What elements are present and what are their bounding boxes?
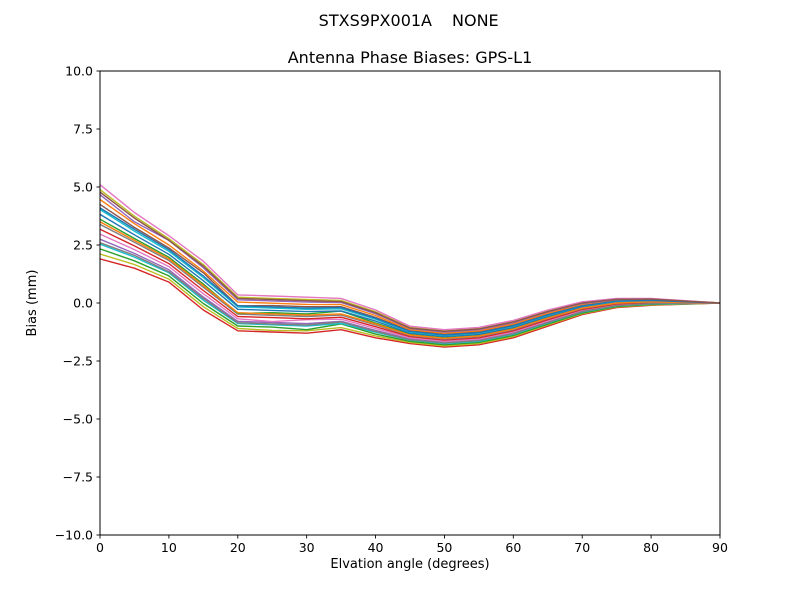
x-tick-label: 0: [96, 540, 104, 555]
y-tick-label: 10.0: [65, 63, 93, 78]
x-tick-label: 90: [712, 540, 728, 555]
y-tick-label: −2.5: [63, 353, 93, 368]
axis-ticks: 0 10 20 30 40 50 60 70 80 90 10.0 7.5 5.0 2.5 0.0 −2.5 −…: [55, 63, 728, 555]
y-tick-label: 5.0: [73, 179, 93, 194]
y-axis-label: Bias (mm): [25, 270, 40, 337]
axes-box: [99, 70, 721, 536]
y-tick-label: 2.5: [73, 237, 93, 252]
y-tick-label: −10.0: [55, 527, 93, 542]
figure-suptitle-station: STXS9PX001A: [319, 11, 432, 30]
chart-title: Antenna Phase Biases: GPS-L1: [288, 48, 533, 67]
series-line-s16: [100, 183, 720, 331]
x-tick-label: 20: [230, 540, 246, 555]
series-line-s19: [100, 207, 720, 336]
x-tick-label: 80: [643, 540, 659, 555]
series-line-s17: [100, 241, 720, 344]
y-tick-label: 7.5: [73, 121, 93, 136]
y-tick-label: 0.0: [73, 295, 93, 310]
x-tick-label: 10: [161, 540, 177, 555]
x-axis-label: Elvation angle (degrees): [330, 557, 489, 572]
series-line-s18: [100, 221, 720, 339]
y-tick-label: −5.0: [63, 411, 93, 426]
figure-suptitle-mode: NONE: [452, 11, 499, 30]
x-tick-label: 30: [299, 540, 315, 555]
y-tick-label: −7.5: [63, 469, 93, 484]
x-tick-label: 40: [368, 540, 384, 555]
series-line-s20: [100, 191, 720, 332]
x-tick-label: 60: [505, 540, 521, 555]
x-tick-label: 50: [436, 540, 452, 555]
plot-area: [100, 183, 720, 348]
x-tick-label: 70: [574, 540, 590, 555]
